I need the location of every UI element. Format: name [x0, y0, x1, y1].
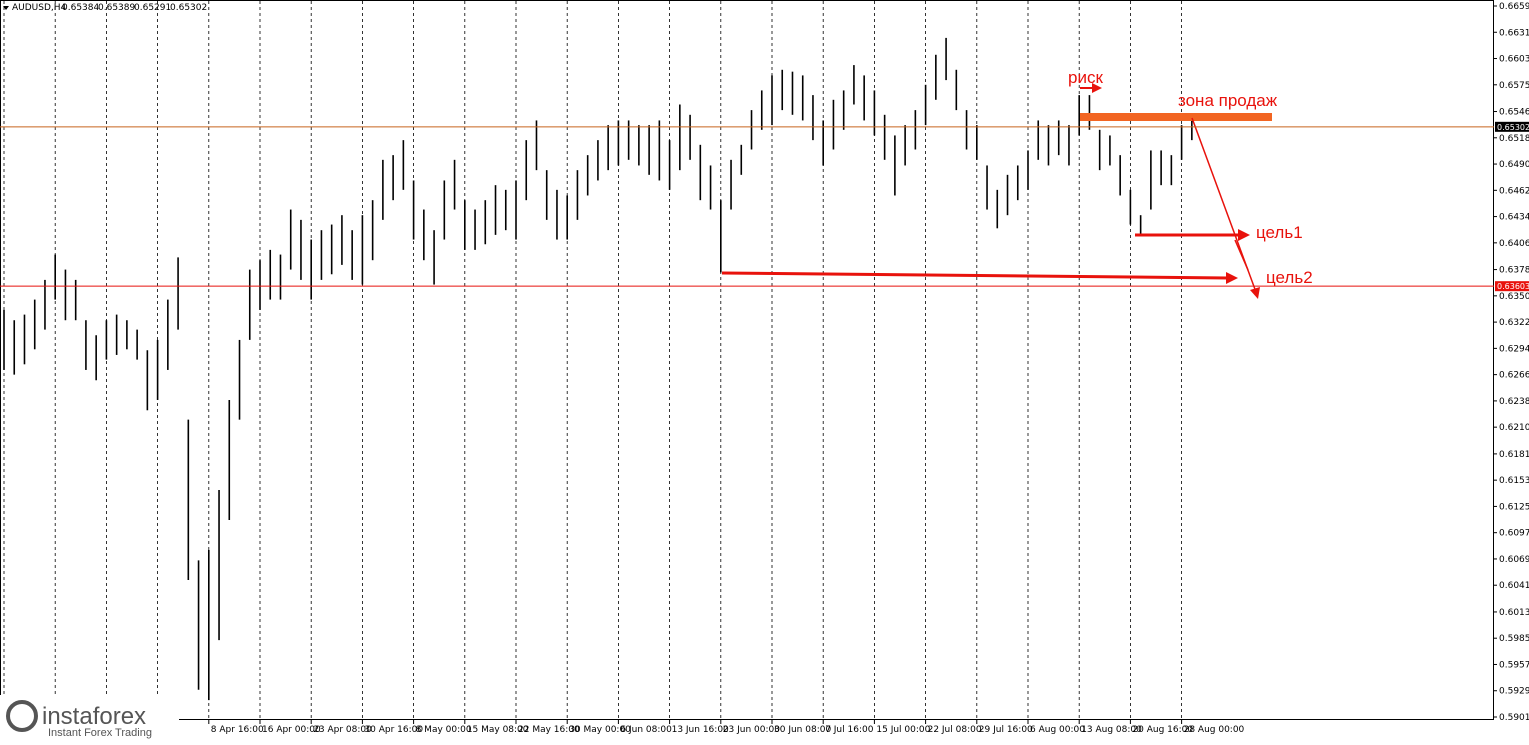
x-tick-label: 23 Apr 08:00: [313, 725, 372, 735]
annotation: цель1: [1256, 223, 1303, 242]
menu-icon[interactable]: [3, 6, 9, 10]
price-label-bg: [1495, 121, 1529, 132]
x-tick-label: 7 Jul 16:00: [825, 725, 874, 735]
x-tick-label: 6 Aug 00:00: [1030, 725, 1085, 735]
x-tick-label: 22 Jul 08:00: [928, 725, 982, 735]
y-tick-label: 0.60695: [1499, 555, 1529, 565]
x-tick-label: 13 Aug 08:00: [1081, 725, 1142, 735]
header-value: 0.65302: [170, 3, 207, 13]
y-tick-label: 0.64345: [1499, 213, 1529, 223]
annotations: [721, 83, 1272, 299]
grid: [3, 1, 1182, 720]
y-tick-label: 0.59010: [1499, 713, 1529, 723]
y-tick-label: 0.60415: [1499, 581, 1529, 591]
x-tick-label: 30 May 00:00: [569, 725, 631, 735]
annotation: цель2: [1266, 268, 1313, 287]
arrow-head: [1238, 229, 1250, 241]
x-tick-label: 20 Aug 16:00: [1132, 725, 1193, 735]
y-tick-label: 0.60975: [1499, 529, 1529, 539]
x-tick-label: 28 Aug 00:00: [1184, 725, 1245, 735]
brand: instaforex: [42, 703, 146, 730]
bars: [3, 37, 1193, 701]
y-tick-label: 0.65185: [1499, 134, 1529, 144]
sell-zone: [1080, 113, 1272, 121]
target2-arrow: [721, 271, 1229, 280]
plot-border: [0, 0, 1494, 720]
x-tick-label: 15 May 08:00: [467, 725, 529, 735]
x-tick-label: 16 Apr 00:00: [262, 725, 321, 735]
x-tick-label: 30 Jun 08:00: [774, 725, 831, 735]
path-arrow: [1234, 239, 1249, 271]
x-tick-label: 30 Apr 16:00: [364, 725, 423, 735]
x-tick-label: 23 Jun 00:00: [723, 725, 780, 735]
x-tick-label: 22 May 16:00: [518, 725, 580, 735]
y-tick-label: 0.64905: [1499, 160, 1529, 170]
arrow-head: [1092, 83, 1102, 93]
annotation: зона продаж: [1178, 91, 1278, 110]
header-value: 0.65291: [134, 3, 171, 13]
price-label: 0.63603: [1497, 282, 1529, 291]
arrow-head: [1250, 287, 1260, 299]
logo-icon: [6, 700, 38, 732]
x-tick-label: 29 Jul 16:00: [979, 725, 1033, 735]
symbol-title: AUDUSD,H4: [12, 3, 67, 13]
y-tick-label: 0.64065: [1499, 239, 1529, 249]
y-tick-label: 0.61255: [1499, 502, 1529, 512]
x-tick-label: 8 May 00:00: [416, 725, 472, 735]
x-tick-label: 15 Jul 00:00: [876, 725, 930, 735]
y-tick-label: 0.61815: [1499, 450, 1529, 460]
y-tick-label: 0.64625: [1499, 186, 1529, 196]
annotation: риск: [1068, 68, 1103, 87]
x-tick-label: 8 Apr 16:00: [211, 725, 264, 735]
y-tick-label: 0.65465: [1499, 108, 1529, 118]
price-label: 0.65302: [1497, 123, 1529, 132]
price-label-bg: [1495, 281, 1529, 292]
tagline: Instant Forex Trading: [48, 727, 152, 739]
header-value: 0.65384: [62, 3, 99, 13]
x-tick-label: 13 Jun 16:00: [672, 725, 729, 735]
y-tick-label: 0.61535: [1499, 476, 1529, 486]
arrow-head: [1226, 272, 1238, 284]
header-value: 0.65389: [98, 3, 135, 13]
x-tick-label: 6 Jun 08:00: [620, 725, 672, 735]
